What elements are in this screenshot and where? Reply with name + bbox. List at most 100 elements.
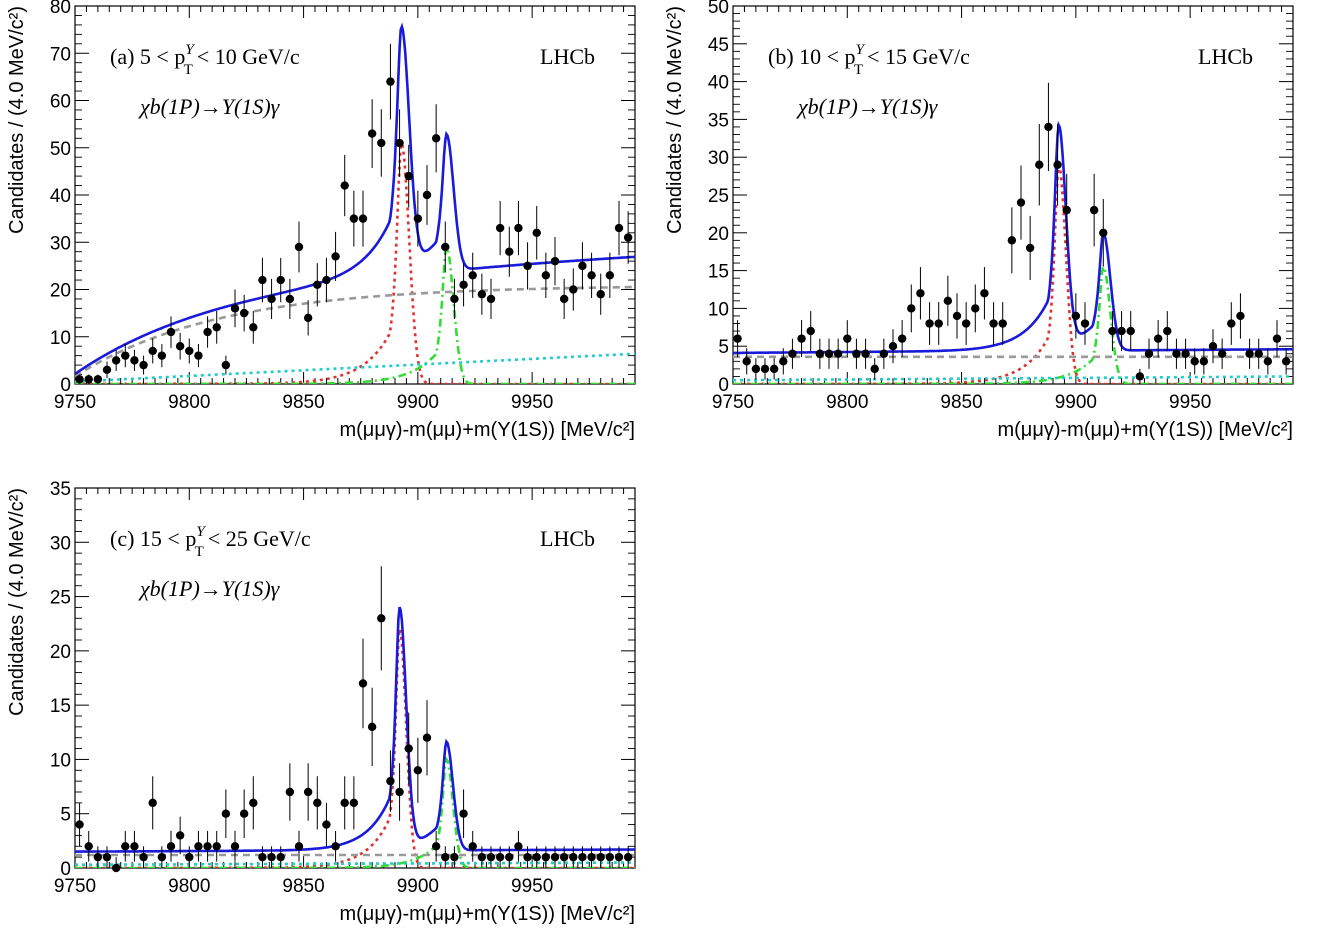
data-point <box>102 846 112 868</box>
data-marker <box>285 294 295 304</box>
x-tick-label: 9900 <box>397 392 439 413</box>
data-point <box>349 190 359 247</box>
data-marker <box>788 349 797 358</box>
data-point <box>861 338 870 369</box>
data-point <box>258 257 267 303</box>
y-tick-label: 0 <box>60 375 71 396</box>
data-marker <box>157 351 167 360</box>
data-point <box>194 830 203 862</box>
data-point <box>934 302 943 345</box>
x-tick-label: 9750 <box>54 392 96 413</box>
data-marker <box>395 138 404 148</box>
data-point <box>1227 302 1236 345</box>
data-marker <box>75 820 84 829</box>
data-point <box>952 293 962 339</box>
data-point <box>550 846 560 868</box>
data-marker <box>1208 342 1218 351</box>
data-point <box>961 302 971 345</box>
y-tick-label: 5 <box>60 805 71 826</box>
data-marker <box>331 842 340 851</box>
data-marker <box>505 247 514 256</box>
data-point <box>1272 320 1282 358</box>
panel-label: (b) 10 < pY T< 15 GeV/c <box>768 42 970 78</box>
fit-curves <box>75 606 635 868</box>
data-point <box>559 846 569 868</box>
data-point <box>733 320 742 358</box>
data-point <box>532 846 541 868</box>
data-marker <box>852 349 861 358</box>
data-marker <box>495 852 505 862</box>
y-tick-label: 50 <box>708 0 729 18</box>
data-marker <box>1135 372 1145 381</box>
data-point <box>267 846 276 868</box>
data-point <box>130 349 139 371</box>
data-marker <box>587 852 596 862</box>
data-point <box>294 830 304 862</box>
data-point <box>1236 293 1245 339</box>
data-marker <box>614 852 624 862</box>
series-combinatorial-curve <box>75 285 635 378</box>
data-marker <box>431 842 441 851</box>
data-point <box>1089 173 1099 247</box>
data-marker <box>1007 236 1017 245</box>
x-tick-label: 9950 <box>511 876 553 897</box>
y-tick-label: 60 <box>50 92 71 113</box>
y-tick-label: 35 <box>50 479 71 500</box>
data-point <box>450 846 459 868</box>
data-point <box>249 310 258 344</box>
data-point <box>404 712 413 785</box>
data-point <box>130 830 139 862</box>
data-point <box>916 267 925 320</box>
data-marker <box>221 360 231 370</box>
data-marker <box>1281 357 1291 366</box>
data-point <box>587 846 596 868</box>
data-point <box>486 278 496 319</box>
data-marker <box>313 280 322 289</box>
data-marker <box>1172 349 1181 358</box>
data-point <box>1172 338 1181 369</box>
data-points <box>75 566 633 873</box>
data-marker <box>450 852 459 862</box>
data-point <box>175 332 185 360</box>
data-marker <box>1163 326 1172 336</box>
data-point <box>788 338 797 369</box>
data-marker <box>523 852 532 862</box>
data-marker <box>1181 349 1190 358</box>
data-point <box>897 320 907 358</box>
data-point <box>614 846 624 868</box>
data-point <box>1190 348 1199 375</box>
data-marker <box>1071 311 1081 321</box>
data-point <box>1153 320 1163 358</box>
data-marker <box>495 223 505 233</box>
data-point <box>742 348 751 375</box>
data-marker <box>441 852 450 862</box>
data-point <box>313 776 322 830</box>
y-tick-label: 15 <box>708 262 729 283</box>
data-point <box>760 358 770 380</box>
data-marker <box>1227 319 1236 328</box>
data-point <box>541 252 551 298</box>
data-point <box>578 846 587 868</box>
series-chi-b2-curve <box>733 263 1293 384</box>
data-marker <box>733 334 742 343</box>
data-point <box>1263 348 1273 375</box>
data-point <box>523 846 532 868</box>
data-point <box>75 802 84 847</box>
data-point <box>468 252 477 298</box>
data-point <box>1007 207 1017 274</box>
data-point <box>404 144 413 208</box>
data-marker <box>404 744 413 753</box>
data-marker <box>386 776 395 786</box>
y-tick-label: 35 <box>708 110 729 131</box>
data-point <box>587 252 596 298</box>
data-point <box>285 763 295 821</box>
data-point <box>185 846 194 868</box>
data-marker <box>623 233 633 242</box>
y-tick-label: 10 <box>50 750 71 771</box>
data-point <box>459 789 468 838</box>
decay-label: χb(1P)→Y(1S)γ <box>796 94 939 119</box>
series-chi-b3s-curve <box>75 861 635 867</box>
data-marker <box>1263 357 1273 366</box>
data-marker <box>623 852 633 862</box>
